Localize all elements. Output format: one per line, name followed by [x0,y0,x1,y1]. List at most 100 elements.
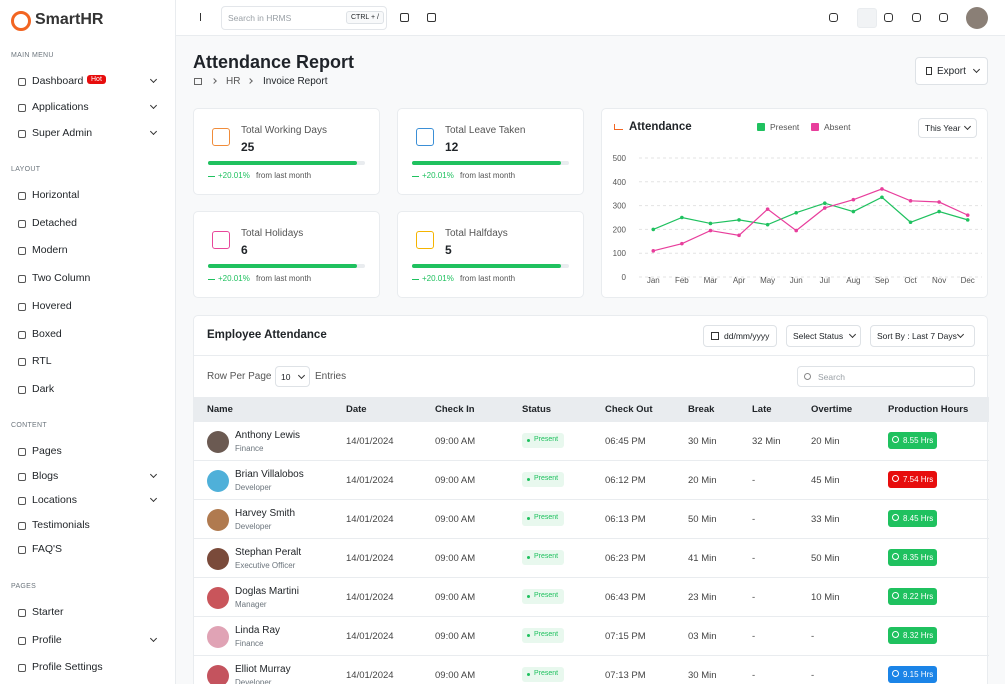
data-point [908,220,913,225]
data-point [822,206,827,210]
data-point [737,233,741,238]
menu-label: Blogs [32,469,59,482]
search-box[interactable]: Search in HRMS CTRL + / [221,6,387,30]
cell: 32 Min [752,436,781,447]
cell: 14/01/2024 [346,670,394,681]
stat-icon [416,128,434,146]
menu-item[interactable]: Super Admin [0,125,175,143]
cell: 09:00 AM [435,631,476,642]
menu-item[interactable]: Blogs [0,468,175,486]
status-badge: Present [522,472,565,487]
menu-label: Starter [32,606,64,618]
cell: 30 Min [688,436,717,447]
header-icon[interactable] [884,13,893,22]
y-tick-label: 0 [622,273,627,282]
clock-icon [892,475,899,482]
export-icon [926,67,932,75]
header: Search in HRMS CTRL + / [176,0,1005,36]
header-icon[interactable] [912,13,921,22]
cell: 20 Min [811,436,840,447]
stat-card: Total Leave Taken 12 +20.01% from last mont… [397,108,584,195]
breadcrumb-sep [211,78,217,84]
chevron [848,330,857,339]
avatar[interactable] [966,7,988,29]
menu-item[interactable]: Applications [0,99,175,117]
header-icon[interactable] [857,8,877,28]
header-icon[interactable] [427,13,436,22]
clock-icon [892,436,899,443]
menu-label: Modern [32,244,68,257]
menu-label: Two Column [32,272,91,285]
data-point [965,218,970,222]
menu-item[interactable]: FAQ'S [0,541,175,559]
cell: 14/01/2024 [346,514,394,525]
clock-icon [892,514,899,521]
stat-change: +20.01% [422,274,454,283]
header-icon[interactable] [939,13,948,22]
menu-label: Testimonials [32,518,90,531]
status-badge: Present [522,550,565,565]
menu-item[interactable]: Dashboard Hot [0,73,175,91]
menu-item[interactable]: Hovered [0,298,175,316]
section-title: LAYOUT [11,166,41,173]
breadcrumb[interactable]: HR [226,76,241,87]
menu-item[interactable]: Testimonials [0,517,175,535]
menu-item[interactable]: RTL [0,353,175,371]
cell: 07:13 PM [605,670,646,681]
cell: 41 Min [688,553,717,564]
menu-item[interactable]: Boxed [0,326,175,344]
breadcrumb[interactable]: Invoice Report [263,76,328,87]
rows-select[interactable]: 10 [275,366,310,387]
breadcrumb-sep [247,78,253,84]
column-header: Name [207,404,233,415]
table-row: Harvey Smith Developer 14/01/2024 09:00 AM P… [194,500,989,539]
menu-item[interactable]: Detached [0,215,175,233]
status-select-label: Select Status [793,331,844,341]
period-select[interactable]: This Year [918,118,977,138]
period-label: This Year [925,123,961,133]
table-row: Stephan Peralt Executive Officer 14/01/202… [194,539,989,578]
cell: 10 Min [811,592,840,603]
menu-item[interactable]: Profile Settings [0,659,175,677]
column-header: Late [752,404,772,415]
series-line [653,196,968,230]
menu-icon [18,472,26,481]
menu-item[interactable]: Modern [0,242,175,260]
employee-avatar [207,509,229,531]
cell: 09:00 AM [435,436,476,447]
menu-icon [18,358,26,367]
collapse-icon[interactable] [200,13,208,21]
menu-item[interactable]: Locations [0,492,175,510]
trend-icon [208,276,215,280]
sort-select-label: Sort By : Last 7 Days [877,331,957,341]
menu-item[interactable]: Two Column [0,270,175,288]
cell: - [752,514,756,525]
menu-icon [18,192,26,200]
data-point [680,215,684,220]
stat-change: +20.01% [218,171,250,180]
status-badge: Present [522,628,565,643]
progress-track [208,161,365,165]
date-input[interactable]: dd/mm/yyyy [703,325,777,347]
menu-item[interactable]: Starter [0,604,175,622]
production-badge: 8.55 Hrs [888,432,938,449]
cell: 09:00 AM [435,670,476,681]
menu-item[interactable]: Pages [0,443,175,461]
chevron [149,494,158,503]
cell: 14/01/2024 [346,475,394,486]
menu-icon [18,664,26,673]
menu-item[interactable]: Profile [0,632,175,650]
table-search[interactable]: Search [797,366,975,387]
x-tick-label: Aug [846,276,860,285]
sort-select[interactable]: Sort By : Last 7 Days [870,325,975,347]
export-button[interactable]: Export [915,57,988,85]
chevron [149,101,158,110]
table-row: Doglas Martini Manager 14/01/2024 09:00 AM P… [194,578,989,617]
menu-item[interactable]: Horizontal [0,187,175,205]
header-icon[interactable] [829,13,838,22]
card-divider [194,355,989,356]
employee-avatar [207,470,229,492]
header-icon[interactable] [400,13,409,22]
menu-item[interactable]: Dark [0,381,175,399]
status-select[interactable]: Select Status [786,325,861,347]
